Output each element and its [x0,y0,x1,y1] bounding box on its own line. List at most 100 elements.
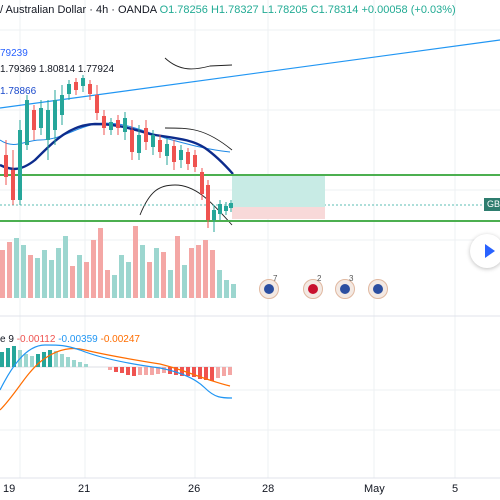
macd-legend: e 9 -0.00112 -0.00359 -0.00247 [0,334,140,345]
histogram-bar [30,356,34,367]
histogram-bar [198,367,202,379]
economic-event-icon[interactable]: 7 [259,274,279,299]
volume-bar [112,275,117,298]
macd-signal-value: -0.00247 [100,334,140,345]
histogram-bar [24,354,28,367]
volume-bar [91,240,96,298]
replay-play-button[interactable] [470,234,500,268]
candle [218,204,222,214]
volume-bar [161,252,166,298]
candle [186,152,190,164]
time-axis-label: 21 [78,483,91,495]
candle [67,84,71,94]
volume-bar [28,255,33,298]
bb-upper-value: 79239 [0,48,28,59]
candle [229,203,233,208]
indicator-ohl-values: 1.79369 1.80814 1.77924 [0,64,114,75]
volume-bar [21,245,26,298]
histogram-bar [84,364,88,367]
symbol-title[interactable]: / Australian Dollar · 4h · OANDA [0,4,157,16]
candle [109,122,113,130]
histogram-bar [78,362,82,367]
time-axis-label: May [364,483,385,495]
candle [130,130,134,152]
macd-histogram-value: -0.00112 [16,334,56,345]
histogram-bar [108,367,112,370]
trend-line [0,39,500,109]
histogram-bar [54,351,58,367]
histogram-bar [132,367,136,376]
histogram-bar [156,367,160,374]
bb-lower-line [139,184,233,226]
volume-bar [70,266,75,298]
economic-event-icon[interactable]: 3 [335,274,355,299]
volume-bar [231,284,236,298]
volume-bar [84,262,89,298]
ma-value: 1.78866 [0,86,37,97]
event-count: 3 [349,274,354,283]
candle [206,185,210,220]
flag-icon [308,284,318,294]
volume-bar [77,255,82,298]
event-count: 7 [273,274,278,283]
candle [46,110,50,140]
histogram-bar [186,367,190,376]
flag-icon [373,284,383,294]
volume-bar [56,248,61,298]
candle [39,108,43,128]
candle [116,120,120,128]
histogram-bar [216,367,220,378]
histogram-bar [138,367,142,375]
volume-bar [14,238,19,298]
macd-line-value: -0.00359 [58,334,98,345]
bb-upper-line-2 [164,127,233,151]
histogram-bar [162,367,166,373]
candle [165,144,169,156]
candle [123,118,127,132]
ma-value-row: 1.78866 [0,86,36,97]
economic-event-icon[interactable]: 2 [303,274,323,299]
candle [158,140,162,152]
candle [179,150,183,160]
histogram-bar [192,367,196,377]
candle [11,170,15,200]
chart-header: / Australian Dollar · 4h · OANDA O1.7825… [0,4,456,16]
price-axis-tag: GB [484,198,500,211]
candle [224,206,228,211]
candle [193,155,197,167]
volume-bar [189,248,194,298]
histogram-bar [114,367,118,372]
volume-bar [224,280,229,298]
candle [172,146,176,162]
histogram-bar [150,367,154,375]
candle [95,95,99,113]
volume-bar [42,250,47,298]
volume-bar [203,240,208,298]
histogram-bar [144,367,148,375]
volume-bar [182,265,187,298]
volume-bar [126,262,131,298]
histogram-bar [6,348,10,367]
loss-zone [232,207,325,219]
candle [74,82,78,90]
volume-bar [133,226,138,298]
histogram-bar [210,367,214,381]
candles [4,75,233,232]
macd-label[interactable]: e 9 [0,334,14,345]
histogram-bar [0,352,4,367]
histogram-bar [60,354,64,367]
histogram-bar [228,367,232,375]
histogram-bar [36,354,40,367]
histogram-bar [174,367,178,375]
candle [144,128,148,142]
volume-bar [119,255,124,298]
candle [137,135,141,153]
moving-average-line [0,122,234,175]
time-axis-label: 28 [262,483,275,495]
economic-event-icon[interactable] [368,279,388,299]
volume-bar [217,270,222,298]
volume-bar [210,250,215,298]
candle [151,135,155,147]
candle [212,210,216,220]
